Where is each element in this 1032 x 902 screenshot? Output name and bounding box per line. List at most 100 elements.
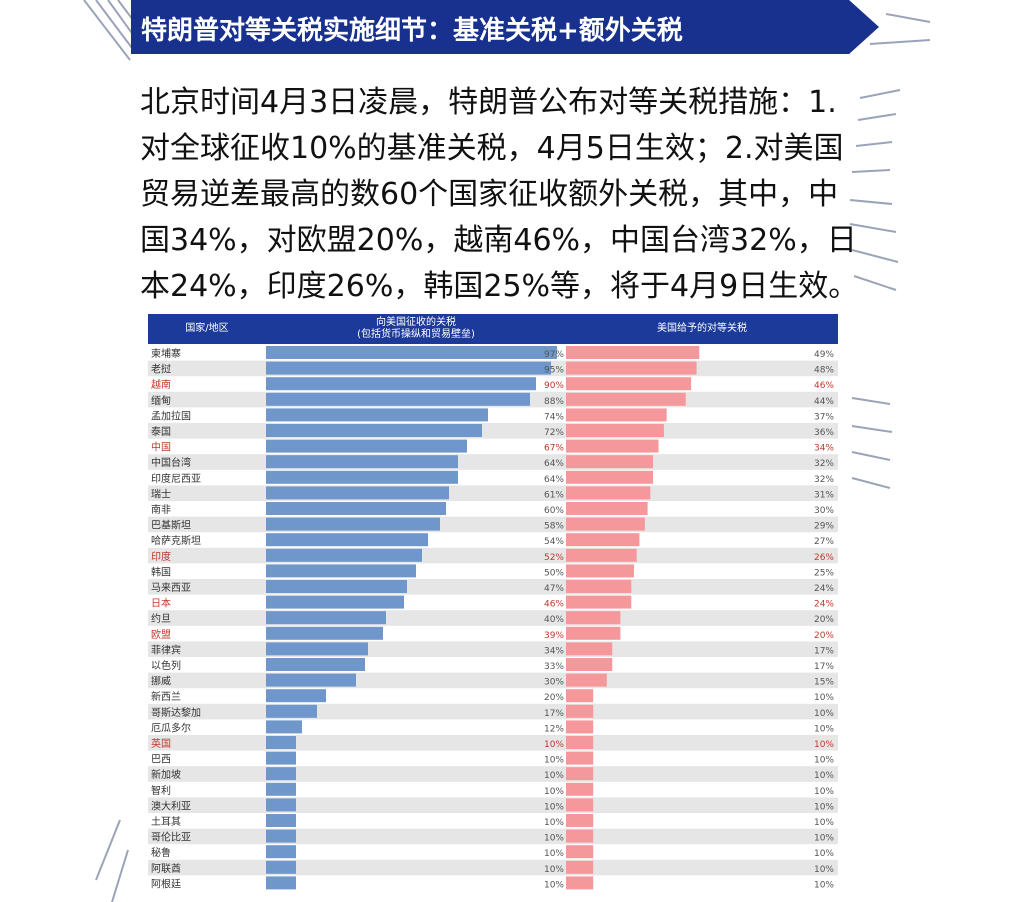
tariff-value-label: 30% xyxy=(544,678,564,688)
reciprocal-value-label: 17% xyxy=(814,662,834,672)
chart-body: 柬埔寨 97% 49% 老挝 95% 48% 越南 90% 46% 缅甸 88% 44% 孟加拉国 74%… xyxy=(148,346,838,890)
tariff-bar xyxy=(266,751,296,765)
tariff-value-label: 10% xyxy=(544,740,564,750)
country-label: 澳大利亚 xyxy=(151,799,191,812)
tariff-bar xyxy=(266,845,296,859)
country-label: 柬埔寨 xyxy=(151,347,181,360)
reciprocal-value-label: 25% xyxy=(814,568,834,578)
country-label: 日本 xyxy=(151,597,171,610)
reciprocal-bar xyxy=(566,704,594,718)
country-label: 智利 xyxy=(151,784,171,797)
country-label: 土耳其 xyxy=(151,815,181,828)
tariff-bar xyxy=(266,704,317,718)
tariff-value-label: 10% xyxy=(544,802,564,812)
tariff-value-label: 40% xyxy=(544,615,564,625)
reciprocal-value-label: 30% xyxy=(814,506,834,516)
country-label: 阿根廷 xyxy=(151,877,181,890)
tariff-value-label: 58% xyxy=(544,522,564,532)
reciprocal-bar xyxy=(566,533,640,547)
tariff-bar xyxy=(266,455,458,469)
row-stripe xyxy=(148,579,838,595)
tariff-value-label: 90% xyxy=(544,381,564,391)
tariff-value-label: 17% xyxy=(544,709,564,719)
country-label: 欧盟 xyxy=(151,629,171,641)
reciprocal-bar xyxy=(566,626,621,640)
reciprocal-value-label: 10% xyxy=(814,802,834,812)
country-label: 新西兰 xyxy=(151,690,181,703)
reciprocal-bar xyxy=(566,611,621,625)
tariff-bar xyxy=(266,517,440,531)
tariff-value-label: 10% xyxy=(544,818,564,828)
tariff-bar xyxy=(266,860,296,874)
tariff-bar xyxy=(266,673,356,687)
tariff-bar xyxy=(266,439,467,453)
tariff-value-label: 74% xyxy=(544,412,564,422)
reciprocal-value-label: 15% xyxy=(814,678,834,688)
tariff-value-label: 54% xyxy=(544,537,564,547)
country-label: 哈萨克斯坦 xyxy=(151,534,201,547)
reciprocal-bar xyxy=(566,767,594,781)
reciprocal-bar xyxy=(566,814,594,827)
country-label: 巴基斯坦 xyxy=(151,519,191,532)
reciprocal-bar xyxy=(566,502,648,515)
reciprocal-value-label: 10% xyxy=(814,693,834,703)
reciprocal-bar xyxy=(566,798,594,812)
tariff-value-label: 10% xyxy=(544,865,564,875)
column-header-tariff: 向美国征收的关税 (包括货币操纵和贸易壁垒) xyxy=(357,317,475,340)
tariff-value-label: 47% xyxy=(544,584,564,594)
tariff-value-label: 67% xyxy=(544,444,564,454)
reciprocal-value-label: 10% xyxy=(814,880,834,890)
country-label: 哥伦比亚 xyxy=(151,831,191,844)
tariff-bar xyxy=(266,502,446,515)
tariff-bar xyxy=(266,564,416,578)
reciprocal-value-label: 26% xyxy=(814,553,834,563)
reciprocal-value-label: 10% xyxy=(814,865,834,875)
tariff-bar xyxy=(266,829,296,843)
country-label: 中国台湾 xyxy=(151,456,191,469)
row-stripe xyxy=(148,735,838,751)
country-label: 厄瓜多尔 xyxy=(151,721,191,734)
tariff-value-label: 10% xyxy=(544,880,564,890)
tariff-bar xyxy=(266,424,482,437)
reciprocal-value-label: 31% xyxy=(814,490,834,500)
reciprocal-value-label: 10% xyxy=(814,787,834,797)
tariff-bar xyxy=(266,548,422,562)
country-label: 老挝 xyxy=(151,363,171,376)
country-label: 孟加拉国 xyxy=(151,409,191,422)
tariff-value-label: 34% xyxy=(544,646,564,656)
row-stripe xyxy=(148,859,838,876)
tariff-bar xyxy=(266,689,326,703)
tariff-bar xyxy=(266,361,551,375)
country-label: 韩国 xyxy=(151,565,171,578)
reciprocal-value-label: 10% xyxy=(814,834,834,844)
reciprocal-value-label: 20% xyxy=(814,615,834,625)
tariff-bar xyxy=(266,392,530,406)
reciprocal-bar xyxy=(566,689,594,703)
tariff-value-label: 39% xyxy=(544,631,564,641)
reciprocal-value-label: 37% xyxy=(814,412,834,422)
title-banner: 特朗普对等关税实施细节：基准关税+额外关税 xyxy=(131,0,879,54)
tariff-bar xyxy=(266,736,296,749)
reciprocal-bar xyxy=(566,595,632,609)
tariff-bar xyxy=(266,611,386,625)
tariff-bar xyxy=(266,642,368,656)
country-label: 阿联酋 xyxy=(151,862,181,875)
country-label: 以色列 xyxy=(151,659,181,672)
reciprocal-bar xyxy=(566,580,632,593)
reciprocal-bar xyxy=(566,470,654,484)
country-label: 南非 xyxy=(151,503,171,516)
tariff-value-label: 12% xyxy=(544,724,564,734)
tariff-bar xyxy=(266,798,296,812)
reciprocal-bar xyxy=(566,673,607,687)
tariff-bar xyxy=(266,626,383,640)
row-stripe xyxy=(148,703,838,720)
reciprocal-value-label: 24% xyxy=(814,600,834,610)
tariff-bar xyxy=(266,767,296,781)
country-label: 瑞士 xyxy=(151,487,171,500)
tariff-value-label: 50% xyxy=(544,568,564,578)
reciprocal-bar xyxy=(566,424,664,437)
reciprocal-bar xyxy=(566,517,645,531)
page-title: 特朗普对等关税实施细节：基准关税+额外关税 xyxy=(141,16,683,46)
reciprocal-bar xyxy=(566,548,637,562)
reciprocal-value-label: 10% xyxy=(814,756,834,766)
